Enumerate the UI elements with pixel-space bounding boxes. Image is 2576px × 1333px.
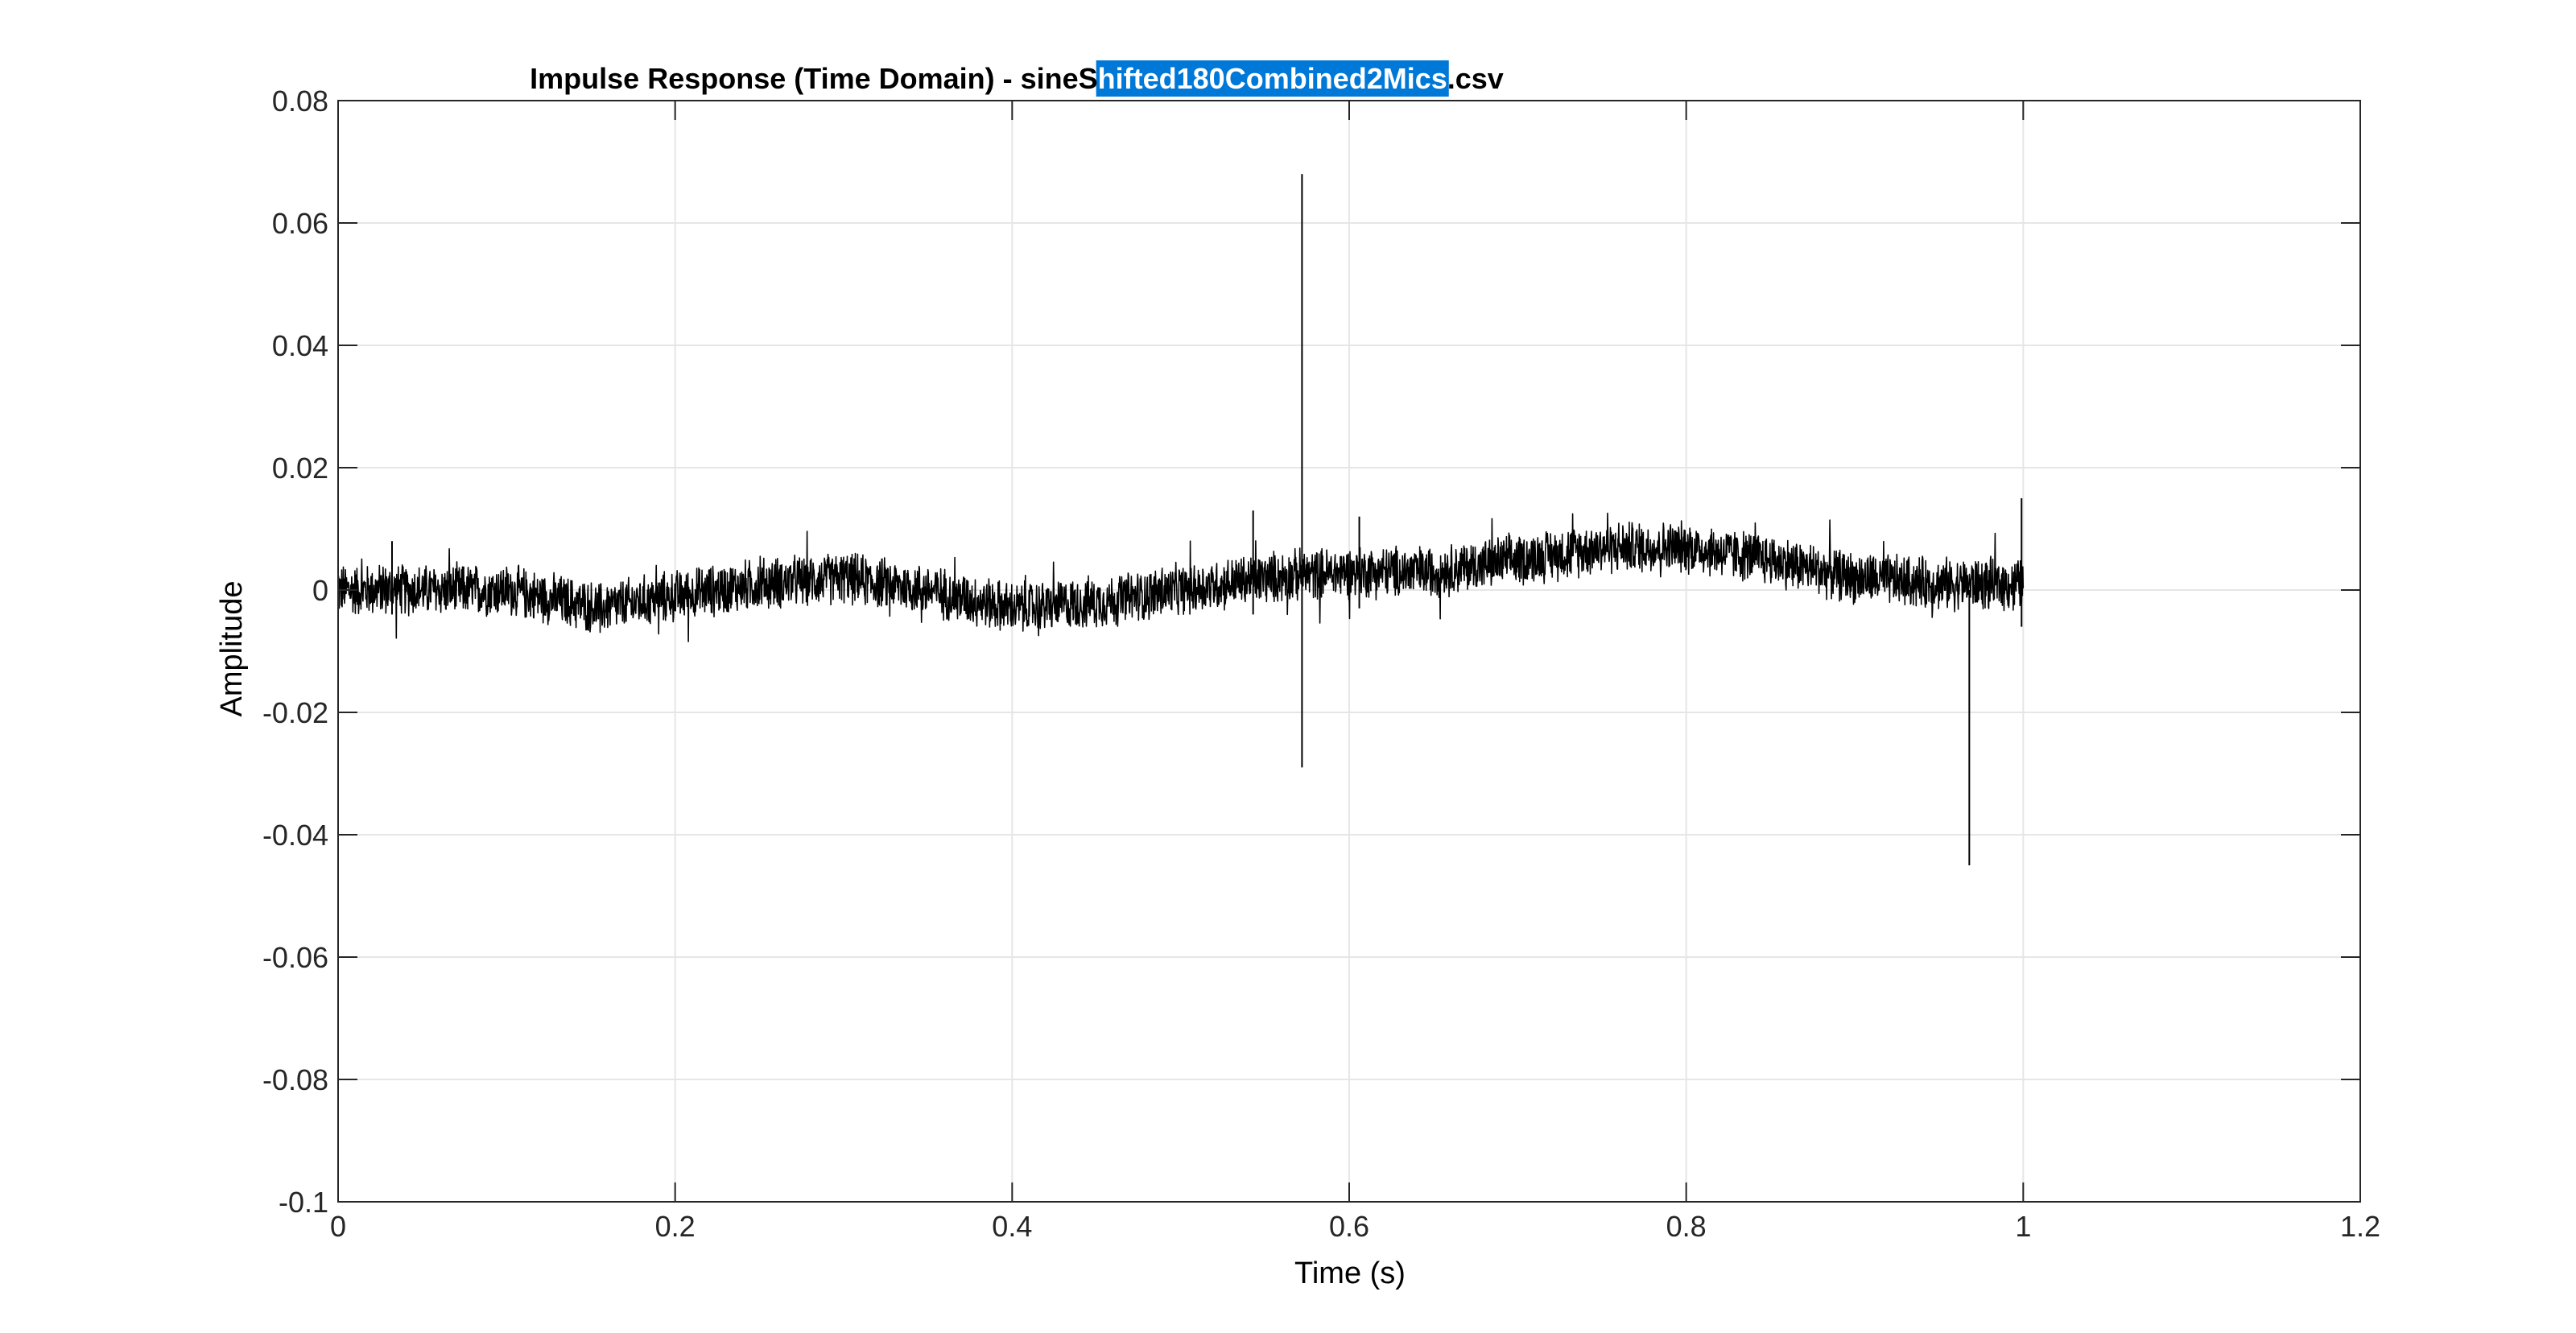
- x-tick-label: 0.4: [992, 1210, 1032, 1243]
- title-highlighted-text: hifted180Combined2Mics: [1098, 62, 1447, 95]
- title-highlight: [1096, 60, 1449, 97]
- x-tick-label: 0: [330, 1210, 346, 1243]
- chart-title: Impulse Response (Time Domain) - sineShi…: [530, 62, 1504, 95]
- title-prefix: Impulse Response (Time Domain) - sineS: [530, 62, 1098, 95]
- title: Impulse Response (Time Domain) - sineShi…: [530, 60, 1504, 97]
- x-tick-label: 0.8: [1666, 1210, 1707, 1243]
- y-tick-label: -0.04: [262, 819, 328, 852]
- signal-trace: [337, 512, 2025, 642]
- y-tick-label: -0.08: [262, 1063, 328, 1096]
- y-tick-label: 0.02: [272, 452, 328, 485]
- axis-ticks: [337, 100, 2361, 1203]
- x-tick-label: 0.6: [1329, 1210, 1369, 1243]
- title-suffix: .csv: [1447, 62, 1504, 95]
- y-tick-label: -0.06: [262, 941, 328, 974]
- x-tick-label: 1: [2015, 1210, 2031, 1243]
- grid-lines: [337, 100, 2361, 1203]
- y-tick-label: 0: [312, 574, 328, 607]
- y-tick-label: 0.04: [272, 329, 328, 362]
- y-axis-label: Amplitude: [215, 581, 249, 717]
- x-tick-labels: 0 0.2 0.4 0.6 0.8 1 1.2: [330, 1210, 2380, 1243]
- y-tick-label: -0.02: [262, 696, 328, 729]
- y-tick-label: -0.1: [279, 1186, 328, 1219]
- y-tick-label: 0.08: [272, 85, 328, 118]
- y-tick-label: 0.06: [272, 207, 328, 240]
- x-tick-label: 0.2: [655, 1210, 696, 1243]
- x-axis-label: Time (s): [1294, 1257, 1406, 1290]
- plot-area: [337, 174, 2025, 865]
- x-tick-label: 1.2: [2340, 1210, 2380, 1243]
- y-tick-labels: -0.1 -0.08 -0.06 -0.04 -0.02 0 0.02 0.04 0.06 0.0…: [262, 85, 328, 1219]
